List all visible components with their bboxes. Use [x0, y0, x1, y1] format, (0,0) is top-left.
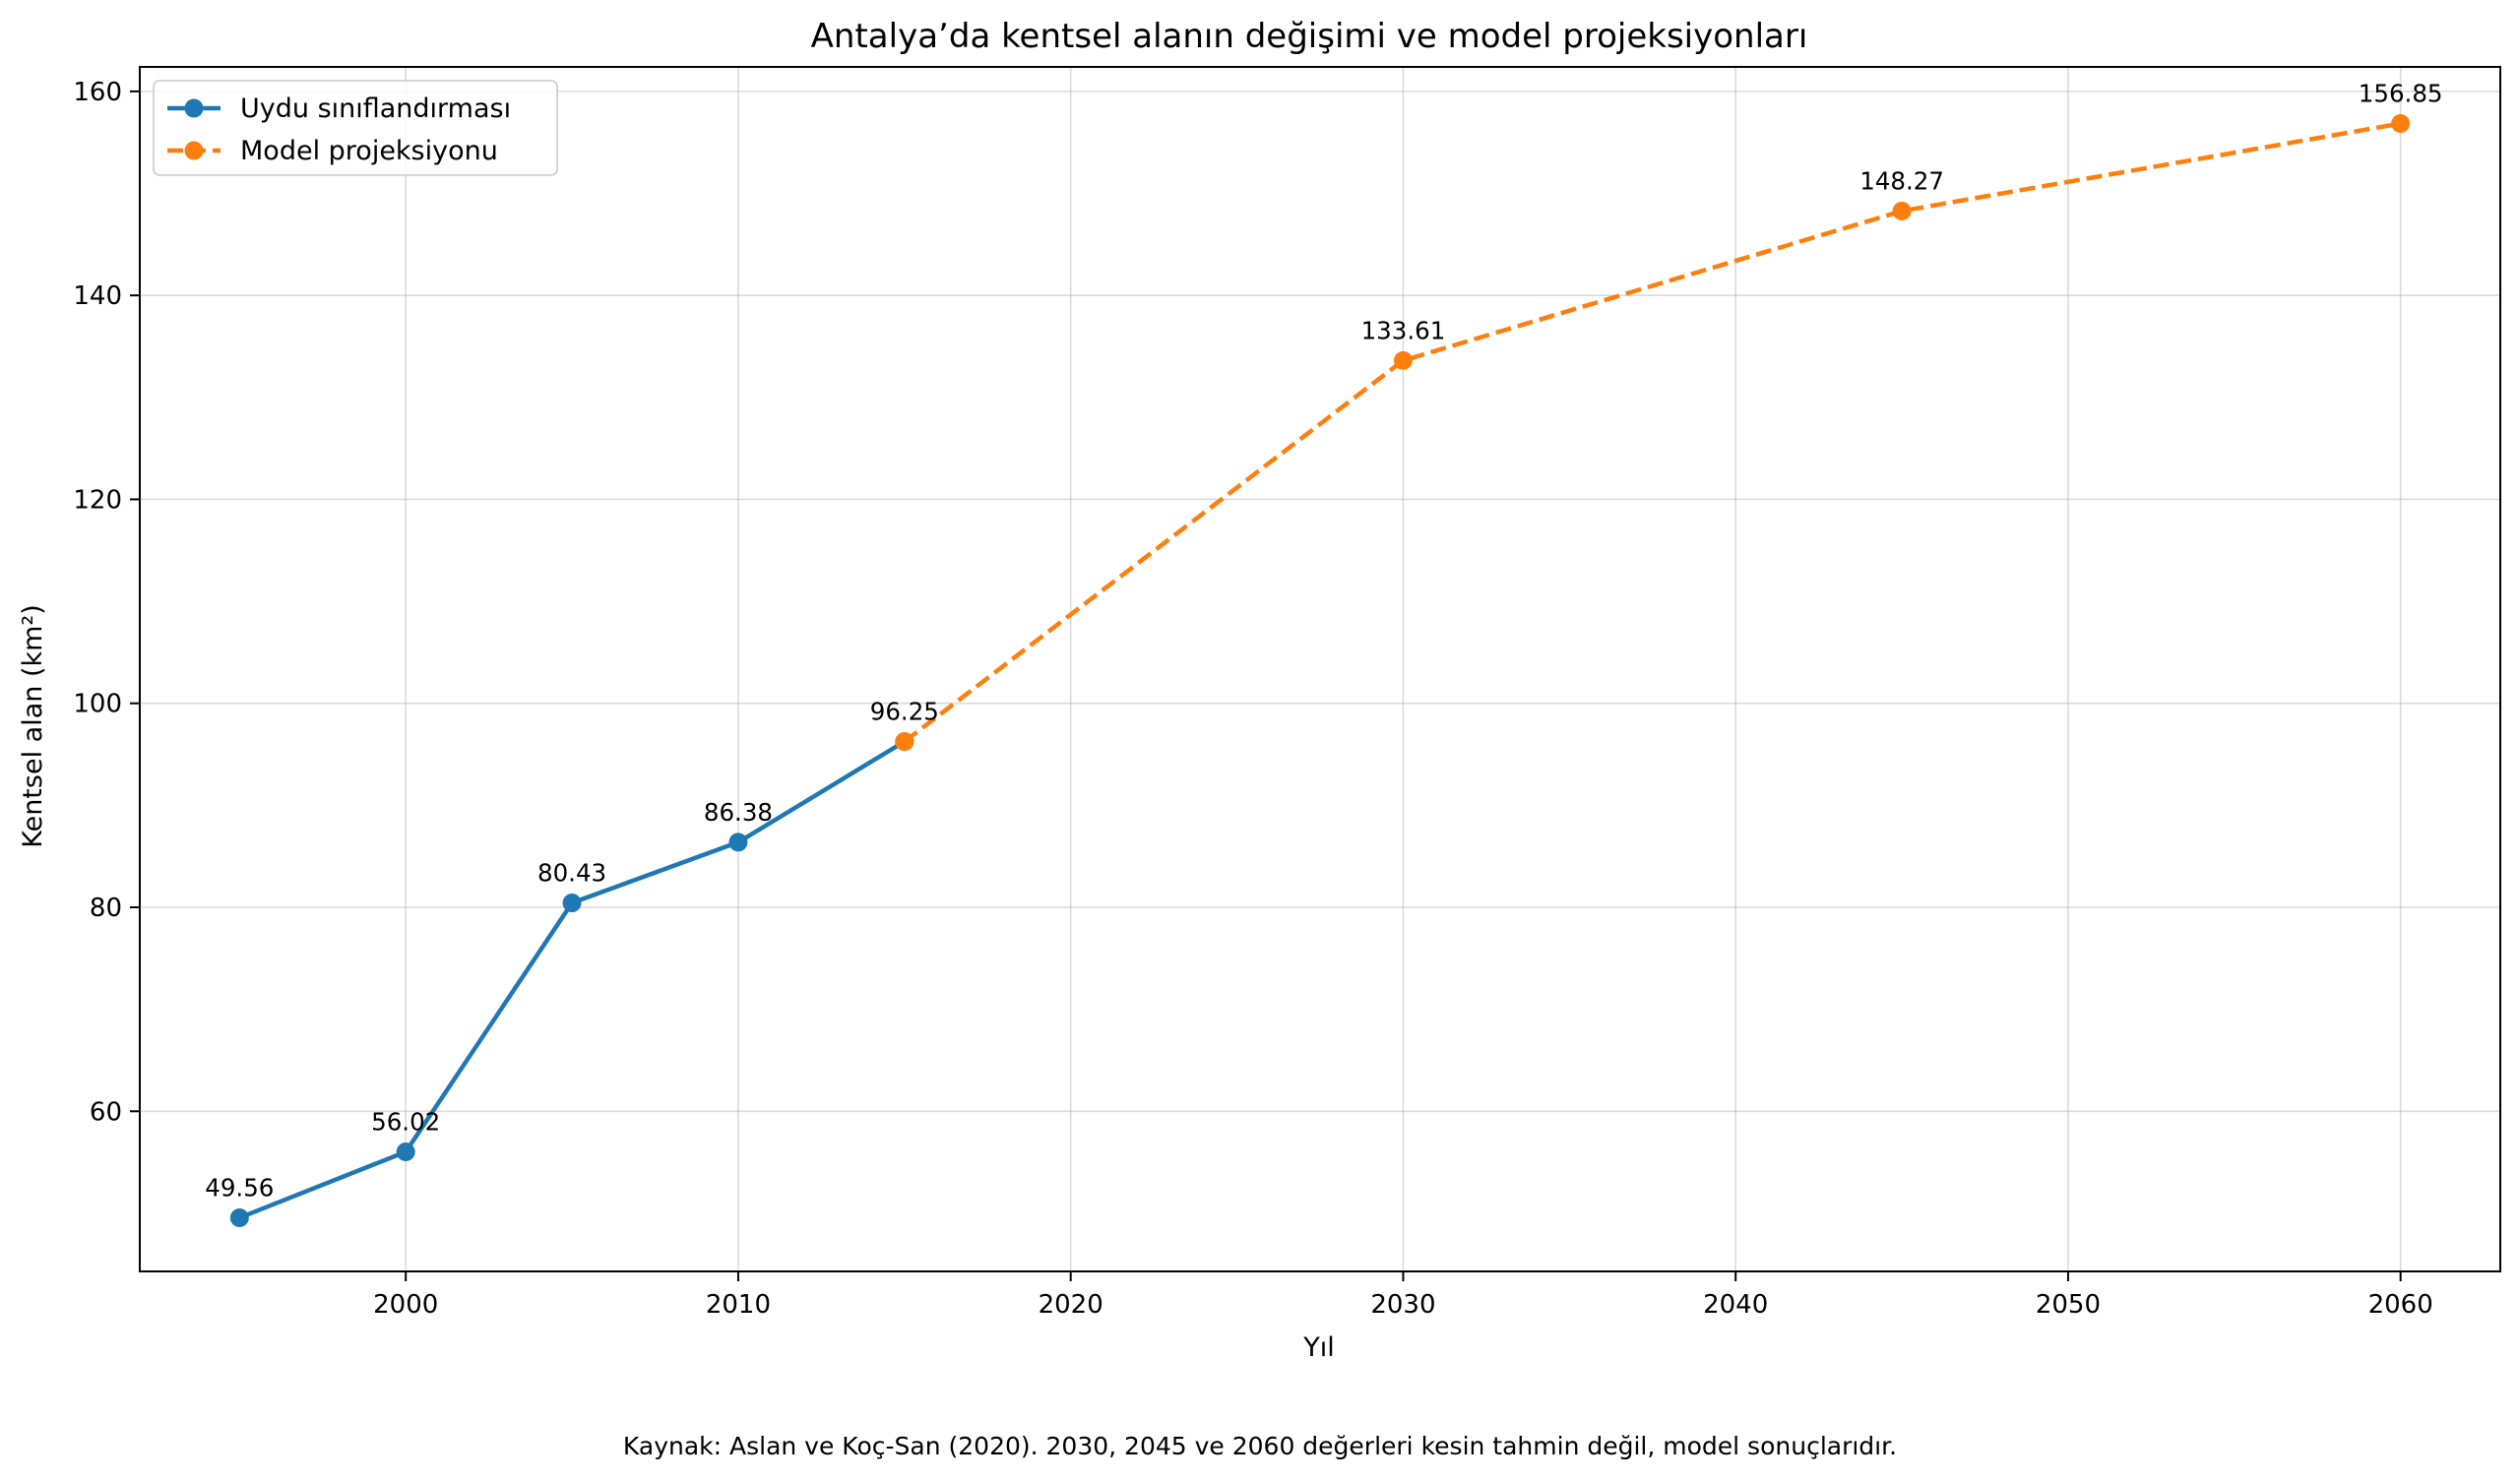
data-point [2391, 114, 2411, 134]
series-line-0 [238, 739, 906, 1220]
data-label: 156.85 [2359, 80, 2443, 108]
source-caption: Kaynak: Aslan ve Koç-San (2020). 2030, 2… [623, 1432, 1897, 1460]
series-line-1 [903, 121, 2402, 744]
data-point [1393, 350, 1413, 370]
y-tick-label: 80 [90, 894, 122, 923]
y-axis-label: Kentsel alan (km²) [18, 604, 48, 848]
legend-marker-1 [184, 141, 204, 160]
legend-box [153, 80, 558, 176]
x-tick-label: 2030 [1370, 1290, 1435, 1320]
data-point [728, 833, 748, 852]
data-point [895, 732, 914, 752]
x-tick-label: 2020 [1039, 1290, 1103, 1320]
x-tick-label: 2040 [1703, 1290, 1768, 1320]
data-label: 148.27 [1859, 166, 1944, 195]
x-tick-label: 2000 [373, 1290, 438, 1320]
data-label: 80.43 [537, 859, 606, 888]
legend-label-0: Uydu sınıflandırması [240, 93, 511, 124]
y-tick-label: 140 [73, 281, 122, 311]
series-layer [229, 114, 2411, 1227]
chart-title: Antalya’da kentsel alanın değişimi ve mo… [811, 17, 1808, 56]
grid [140, 67, 2500, 1271]
data-point [562, 894, 582, 913]
plot-area-frame [139, 66, 2501, 1272]
y-tick-label: 160 [73, 78, 122, 107]
axis-ticks: 2000 2010 2020 2030 2040 2050 2060 60 80 100 120 14… [73, 78, 2432, 1320]
legend: Uydu sınıflandırması Model projeksiyonu [153, 80, 558, 176]
x-tick-label: 2050 [2036, 1290, 2101, 1320]
x-tick-label: 2060 [2368, 1290, 2433, 1320]
y-tick-label: 60 [90, 1097, 122, 1127]
data-label: 86.38 [704, 798, 773, 827]
data-point [229, 1207, 249, 1227]
x-axis-label: Yıl [1302, 1332, 1335, 1363]
data-label: 133.61 [1361, 316, 1446, 344]
x-tick-label: 2010 [706, 1290, 771, 1320]
data-labels: 49.56 56.02 80.43 86.38 96.25 133.61 148.27 156… [205, 80, 2442, 1203]
data-label: 96.25 [870, 698, 939, 726]
data-label: 49.56 [205, 1173, 274, 1202]
data-point [1892, 201, 1912, 220]
legend-marker-0 [184, 98, 204, 118]
y-tick-label: 120 [73, 485, 122, 515]
legend-label-1: Model projeksiyonu [240, 136, 498, 166]
data-point [396, 1142, 415, 1162]
data-label: 56.02 [371, 1108, 440, 1137]
y-tick-label: 100 [73, 690, 122, 719]
